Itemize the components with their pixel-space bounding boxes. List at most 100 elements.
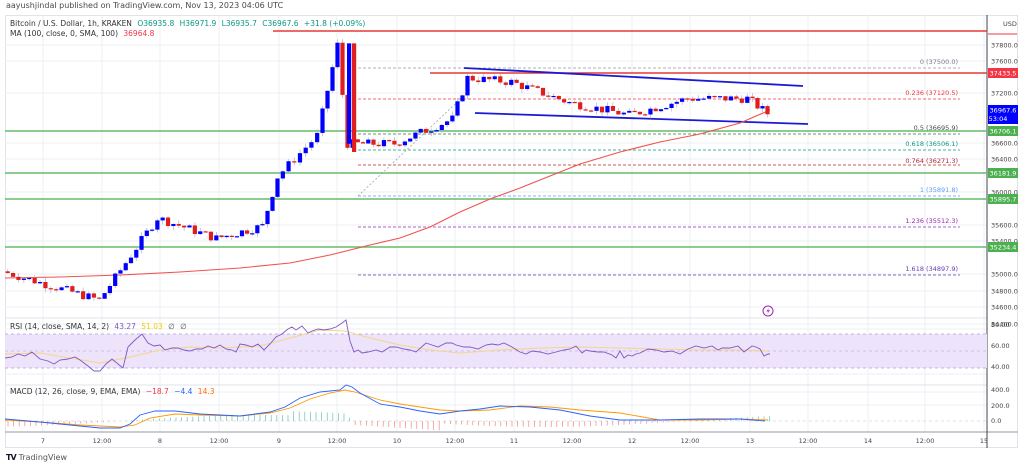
tag-35895-text: 35895.7 <box>990 196 1017 204</box>
time-tick: 12:00 <box>210 437 229 445</box>
time-tick: 14 <box>864 437 872 445</box>
tag-support-35895 <box>988 194 1018 204</box>
price-tick: 36400.0 <box>991 156 1018 164</box>
price-tick: 34600.0 <box>991 304 1018 312</box>
fib-label-0236: 0.236 (37120.5) <box>905 89 958 97</box>
fib-label-0: 0 (37500.0) <box>920 58 958 66</box>
rsi-na-2: ∅ <box>180 322 187 331</box>
fib-trend-line[interactable] <box>357 89 471 197</box>
horizontal-levels[interactable] <box>5 30 987 248</box>
time-tick: 13 <box>746 437 754 445</box>
macd-signal-line <box>4 389 769 428</box>
descending-channel[interactable] <box>463 67 809 125</box>
tag-support-36181 <box>988 168 1018 178</box>
ohlc-open: O36935.8 <box>137 19 175 28</box>
fib-label-05: 0.5 (36695.9) <box>914 124 958 132</box>
tag-resistance-37433 <box>988 68 1018 78</box>
rsi-label: RSI (14, close, SMA, 14, 2) <box>10 322 110 331</box>
ma-100-line <box>4 109 771 279</box>
tag-support-36706 <box>988 126 1018 136</box>
macd-tick-400: 400.0 <box>991 386 1010 394</box>
fib-label-1618: 1.618 (34897.9) <box>905 265 958 273</box>
time-tick: 12:00 <box>916 437 935 445</box>
tag-support-35234 <box>988 242 1018 252</box>
price-tick: 35000.0 <box>991 271 1018 279</box>
price-tick: 37200.0 <box>991 90 1018 98</box>
tag-35234-text: 35234.4 <box>990 244 1017 252</box>
price-tick: 34800.0 <box>991 288 1018 296</box>
price-tick: 35400.0 <box>991 238 1018 246</box>
tag-last-price-text: 36967.6 <box>990 107 1017 115</box>
time-tick: 12:00 <box>328 437 347 445</box>
chart-frame <box>5 15 1018 448</box>
macd-line-value: −4.4 <box>174 387 193 396</box>
time-tick: 12:00 <box>446 437 465 445</box>
lightning-alert-icon[interactable] <box>762 305 774 317</box>
time-tick: 12:00 <box>93 437 112 445</box>
candlesticks <box>5 39 770 301</box>
tag-37433-text: 37433.5 <box>990 70 1017 78</box>
price-axis-ticks[interactable]: 37800.0 37600.0 37200.0 36600.0 36400.0 36000… <box>991 42 1018 329</box>
time-tick: 12 <box>628 437 636 445</box>
time-tick: 12:00 <box>563 437 582 445</box>
tag-countdown-text: 53:04 <box>989 115 1008 123</box>
tradingview-footer[interactable]: TV TradingView <box>6 453 67 462</box>
price-tick: 37600.0 <box>991 58 1018 66</box>
rsi-line <box>4 319 770 372</box>
price-tick: 35600.0 <box>991 222 1018 230</box>
ohlc-close: C36967.6 <box>262 19 299 28</box>
tag-last-price <box>988 105 1018 124</box>
tradingview-brand: TradingView <box>18 453 67 462</box>
rsi-tick-60: 60.00 <box>991 342 1010 350</box>
ma-legend[interactable]: MA (100, close, 0, SMA, 100) 36964.8 <box>10 29 154 38</box>
rsi-na-1: ∅ <box>168 322 175 331</box>
fib-label-0618: 0.618 (36506.1) <box>905 140 958 148</box>
tradingview-logo-icon: TV <box>6 453 17 462</box>
price-tick: 36000.0 <box>991 189 1018 197</box>
time-tick: 15 <box>980 437 988 445</box>
rsi-tick-40: 40.00 <box>991 363 1010 371</box>
time-tick: 7 <box>41 437 45 445</box>
currency-label[interactable]: USD <box>1003 20 1017 28</box>
fibonacci-retracement[interactable]: 0 (37500.0) 0.236 (37120.5) 0.5 (36695.9… <box>357 58 960 276</box>
time-tick: 8 <box>158 437 162 445</box>
tag-36181-text: 36181.9 <box>990 170 1017 178</box>
macd-tick-0: 0.0 <box>991 417 1001 425</box>
rsi-legend[interactable]: RSI (14, close, SMA, 14, 2) 43.27 51.03 … <box>10 322 187 331</box>
rsi-value: 43.27 <box>114 322 136 331</box>
rsi-tick-80: 80.00 <box>991 321 1010 329</box>
channel-upper-line <box>463 67 804 87</box>
tag-36706-text: 36706.1 <box>990 128 1017 136</box>
macd-tick-200: 200.0 <box>991 402 1010 410</box>
time-axis-ticks[interactable]: 7 12:00 8 12:00 9 12:00 10 12:00 11 12:00 12 12:00 1… <box>41 437 988 445</box>
price-tick: 34400.0 <box>991 321 1018 329</box>
publisher-line: aayushjindal published on TradingView.co… <box>6 1 284 10</box>
macd-legend[interactable]: MACD (12, 26, close, 9, EMA, EMA) −18.7 … <box>10 387 215 396</box>
fib-label-0764: 0.764 (36271.3) <box>905 157 958 165</box>
fib-label-1: 1 (35891.8) <box>920 186 958 194</box>
price-tags: 37433.5 36967.6 53:04 36706.1 36181.9 35… <box>988 68 1018 252</box>
rsi-sma-value: 51.03 <box>141 322 163 331</box>
fib-label-1236: 1.236 (35512.3) <box>905 217 958 225</box>
ohlc-change: +31.8 (+0.09%) <box>303 19 366 28</box>
macd-hist-value: −18.7 <box>145 387 169 396</box>
time-tick: 10 <box>393 437 401 445</box>
time-tick: 12:00 <box>799 437 818 445</box>
macd-line <box>4 384 766 429</box>
price-tick: 36600.0 <box>991 140 1018 148</box>
vertical-gridlines <box>42 15 985 432</box>
macd-label: MACD (12, 26, close, 9, EMA, EMA) <box>10 387 141 396</box>
ma-value: 36964.8 <box>123 29 155 38</box>
ma-label: MA (100, close, 0, SMA, 100) <box>10 29 118 38</box>
time-tick: 11 <box>510 437 518 445</box>
channel-lower-line <box>474 112 809 125</box>
ohlc-high: H36971.9 <box>179 19 217 28</box>
symbol-name: Bitcoin / U.S. Dollar, 1h, KRAKEN <box>10 19 132 28</box>
time-tick: 9 <box>277 437 281 445</box>
macd-histogram <box>7 411 770 431</box>
time-tick: 12:00 <box>681 437 700 445</box>
macd-signal-value: 14.3 <box>197 387 215 396</box>
price-tick: 37800.0 <box>991 42 1018 50</box>
symbol-legend[interactable]: Bitcoin / U.S. Dollar, 1h, KRAKEN O36935… <box>10 19 365 28</box>
